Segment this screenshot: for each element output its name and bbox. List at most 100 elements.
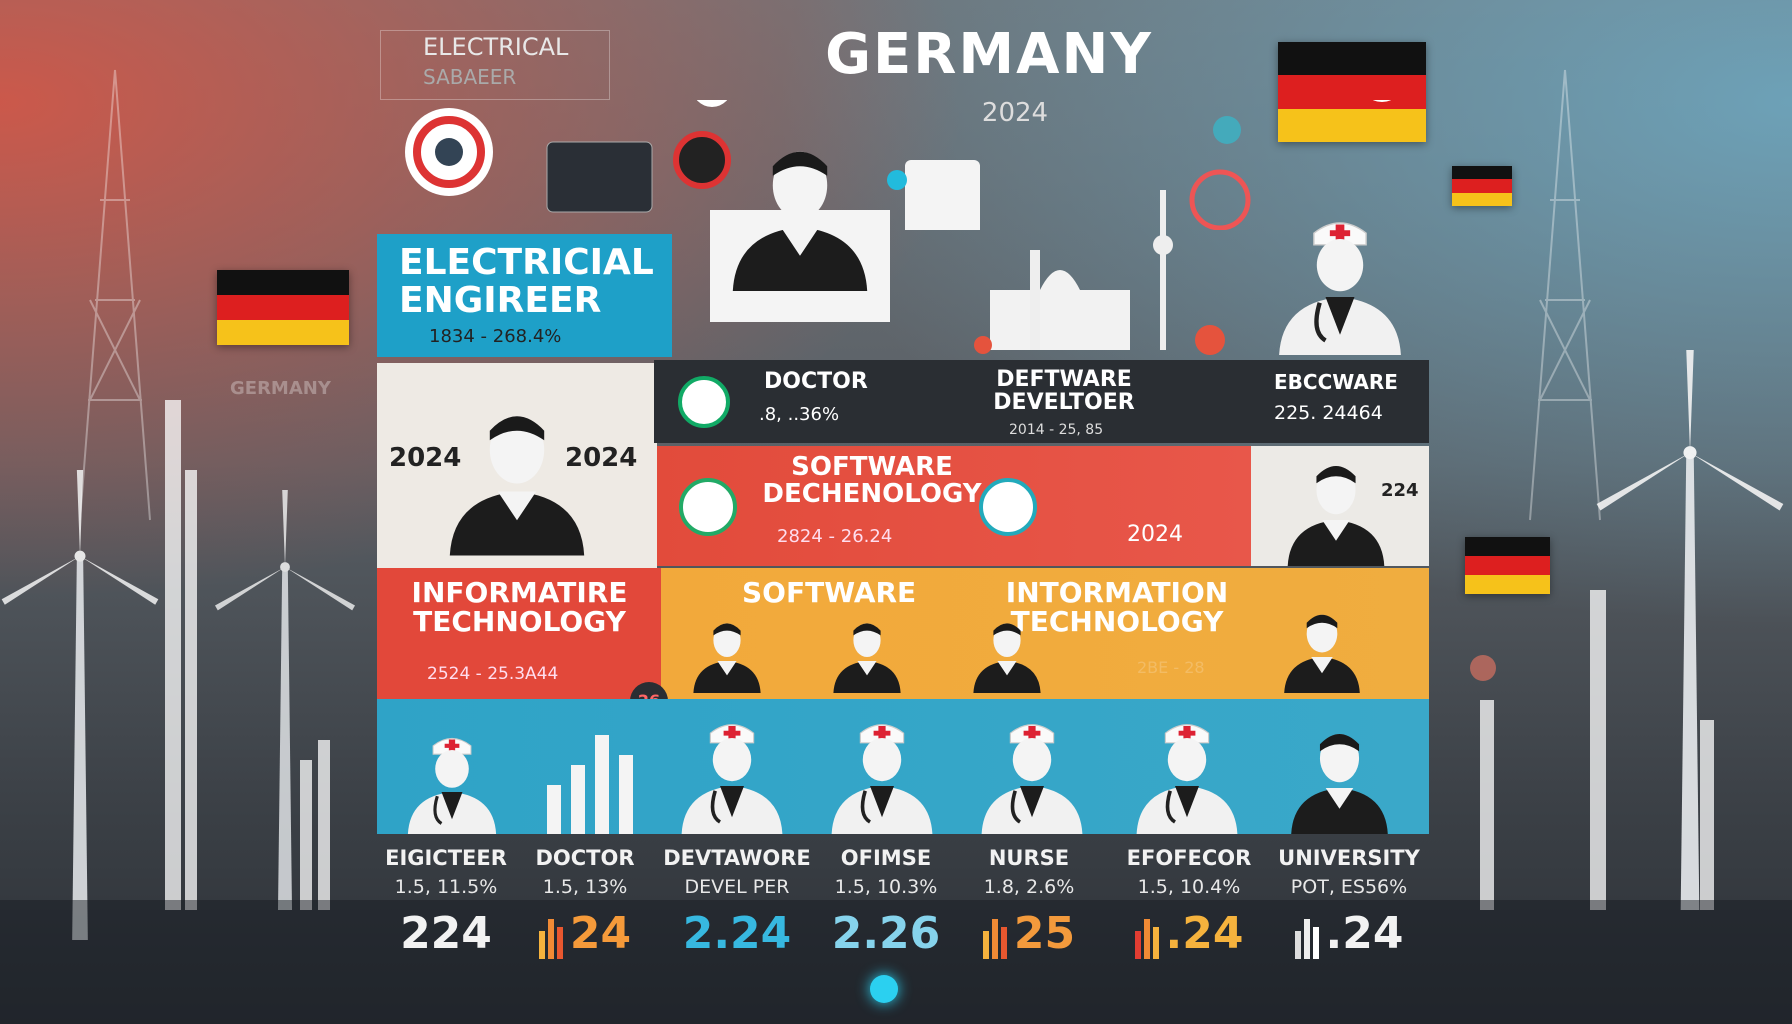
bar-icon-bar: [556, 927, 563, 959]
profession-name: EFOFECOR: [1126, 846, 1252, 870]
profession-figure: 25: [1013, 908, 1076, 959]
profession-figure-row: 2.24: [662, 908, 812, 959]
panel-title: DEFTWARE DEVELTOER: [993, 367, 1135, 416]
badge: 224: [1381, 480, 1419, 501]
profession-stat: DEVEL PER: [684, 876, 790, 898]
person-icon: [829, 722, 935, 834]
side-watermark: GERMANY: [230, 378, 331, 399]
badge: 2024: [1127, 522, 1183, 547]
flag: [1452, 166, 1512, 206]
panel: ELECTRICIAL ENGIREER 1834 - 268.4%: [377, 234, 672, 357]
card: 224: [1251, 446, 1429, 566]
bar-icon-bar: [982, 931, 989, 959]
profession-figure: 224: [400, 908, 492, 959]
flag: [1278, 42, 1426, 142]
band: SOFTWARE DECHENOLOGY 2824 - 26.24 2024: [657, 446, 1251, 566]
profession: OFIMSE 1.5, 10.3% 2.26: [811, 846, 961, 959]
person-icon: [406, 736, 498, 834]
header-tag: ELECTRICAL SABAEER: [380, 30, 610, 100]
panel-stats: 2824 - 26.24: [777, 526, 893, 547]
panel-title: SOFTWARE DECHENOLOGY: [762, 452, 982, 510]
title: GERMANY: [825, 22, 1153, 87]
panel-title: INTORMATION TECHNOLOGY: [1005, 576, 1229, 639]
badge: 2024: [389, 443, 462, 473]
bar-icon-bar: [1143, 919, 1150, 959]
dot: [1470, 655, 1496, 681]
profession-stat: 1.5, 13%: [542, 876, 628, 898]
badge: 2024: [565, 443, 638, 473]
person-icon: [973, 623, 1041, 693]
skyline: [990, 190, 1173, 350]
tag-sub: SABAEER: [423, 65, 517, 89]
profession-figure: .24: [1165, 908, 1244, 959]
profession-name: NURSE: [988, 846, 1070, 870]
profession-stat: 1.5, 10.4%: [1137, 876, 1241, 898]
person-icon: [710, 151, 890, 322]
bar-icon: [547, 735, 633, 834]
flag: [217, 270, 349, 345]
profession-figure: 2.24: [682, 908, 792, 959]
dot: [1195, 325, 1225, 355]
icon: [679, 478, 737, 536]
header-icons: [405, 100, 1392, 230]
profession: EIGICTEER 1.5, 11.5% 224: [371, 846, 521, 959]
profession-figure-row: .24: [1114, 908, 1264, 959]
person-icon: [1284, 614, 1360, 693]
profession-name: UNIVERSITY: [1278, 846, 1420, 870]
card: 2024 2024: [377, 363, 657, 568]
person-icon: [449, 416, 585, 556]
profession-figure-row: 24: [510, 908, 660, 959]
bar-icon: [1294, 919, 1319, 959]
person-icon: [1134, 722, 1240, 834]
person-icon: [833, 623, 901, 693]
person-icon: [979, 722, 1085, 834]
profession-figure-row: .24: [1274, 908, 1424, 959]
bar-icon: [1134, 919, 1159, 959]
profession-figure-row: 224: [371, 908, 521, 959]
bar-icon-bar: [1152, 927, 1159, 959]
profession-name: DOCTOR: [535, 846, 635, 870]
profession-figure: 2.26: [831, 908, 941, 959]
bar-icon-bar: [1294, 931, 1301, 959]
profession: UNIVERSITY POT, ES56% .24: [1274, 846, 1424, 959]
profession-stat: 1.5, 10.3%: [834, 876, 938, 898]
band: INFORMATIRE TECHNOLOGY 2524 - 25.3A44 SO…: [377, 568, 1429, 699]
year: 2024: [981, 98, 1049, 128]
dot: [974, 336, 992, 354]
panel-title: SOFTWARE: [742, 576, 917, 609]
profession-figure-row: 2.26: [811, 908, 961, 959]
panel-title: INFORMATIRE TECHNOLOGY: [411, 576, 628, 639]
person-icon: [1291, 733, 1388, 834]
profession-figure: 24: [569, 908, 632, 959]
panel-stats: .8, ..36%: [759, 404, 840, 425]
icon: [678, 376, 730, 428]
flag: [1465, 537, 1550, 594]
panel-title: EBCCWARE: [1274, 370, 1398, 394]
band: [377, 699, 1429, 834]
panel-title: DOCTOR: [764, 369, 868, 394]
bar-icon-bar: [538, 931, 545, 959]
panel-stats: 2524 - 25.3A44: [427, 664, 559, 684]
bar-icon-bar: [1303, 919, 1310, 959]
dot: [870, 975, 898, 1003]
profession: NURSE 1.8, 2.6% 25: [954, 846, 1104, 959]
bar-icon-bar: [991, 919, 998, 959]
profession-name: OFIMSE: [840, 846, 932, 870]
profession-name: EIGICTEER: [385, 846, 507, 870]
profession-stat: POT, ES56%: [1290, 876, 1408, 898]
person-icon: [693, 623, 761, 693]
profession-stat: 1.5, 11.5%: [394, 876, 498, 898]
bar-icon-bar: [547, 919, 554, 959]
band: DOCTOR .8, ..36% DEFTWARE DEVELTOER 2014…: [654, 360, 1429, 443]
panel-stats: 1834 - 268.4%: [429, 326, 562, 347]
profession: EFOFECOR 1.5, 10.4% .24: [1114, 846, 1264, 959]
bar-icon-bar: [1134, 931, 1141, 959]
profession: DEVTAWORE DEVEL PER 2.24: [662, 846, 812, 959]
panel-stats: 2BE - 28: [1137, 658, 1205, 677]
bar-icon-bar: [1000, 927, 1007, 959]
panel-stats: 225. 24464: [1274, 402, 1383, 424]
profession-figure: .24: [1325, 908, 1404, 959]
bar-icon: [982, 919, 1007, 959]
